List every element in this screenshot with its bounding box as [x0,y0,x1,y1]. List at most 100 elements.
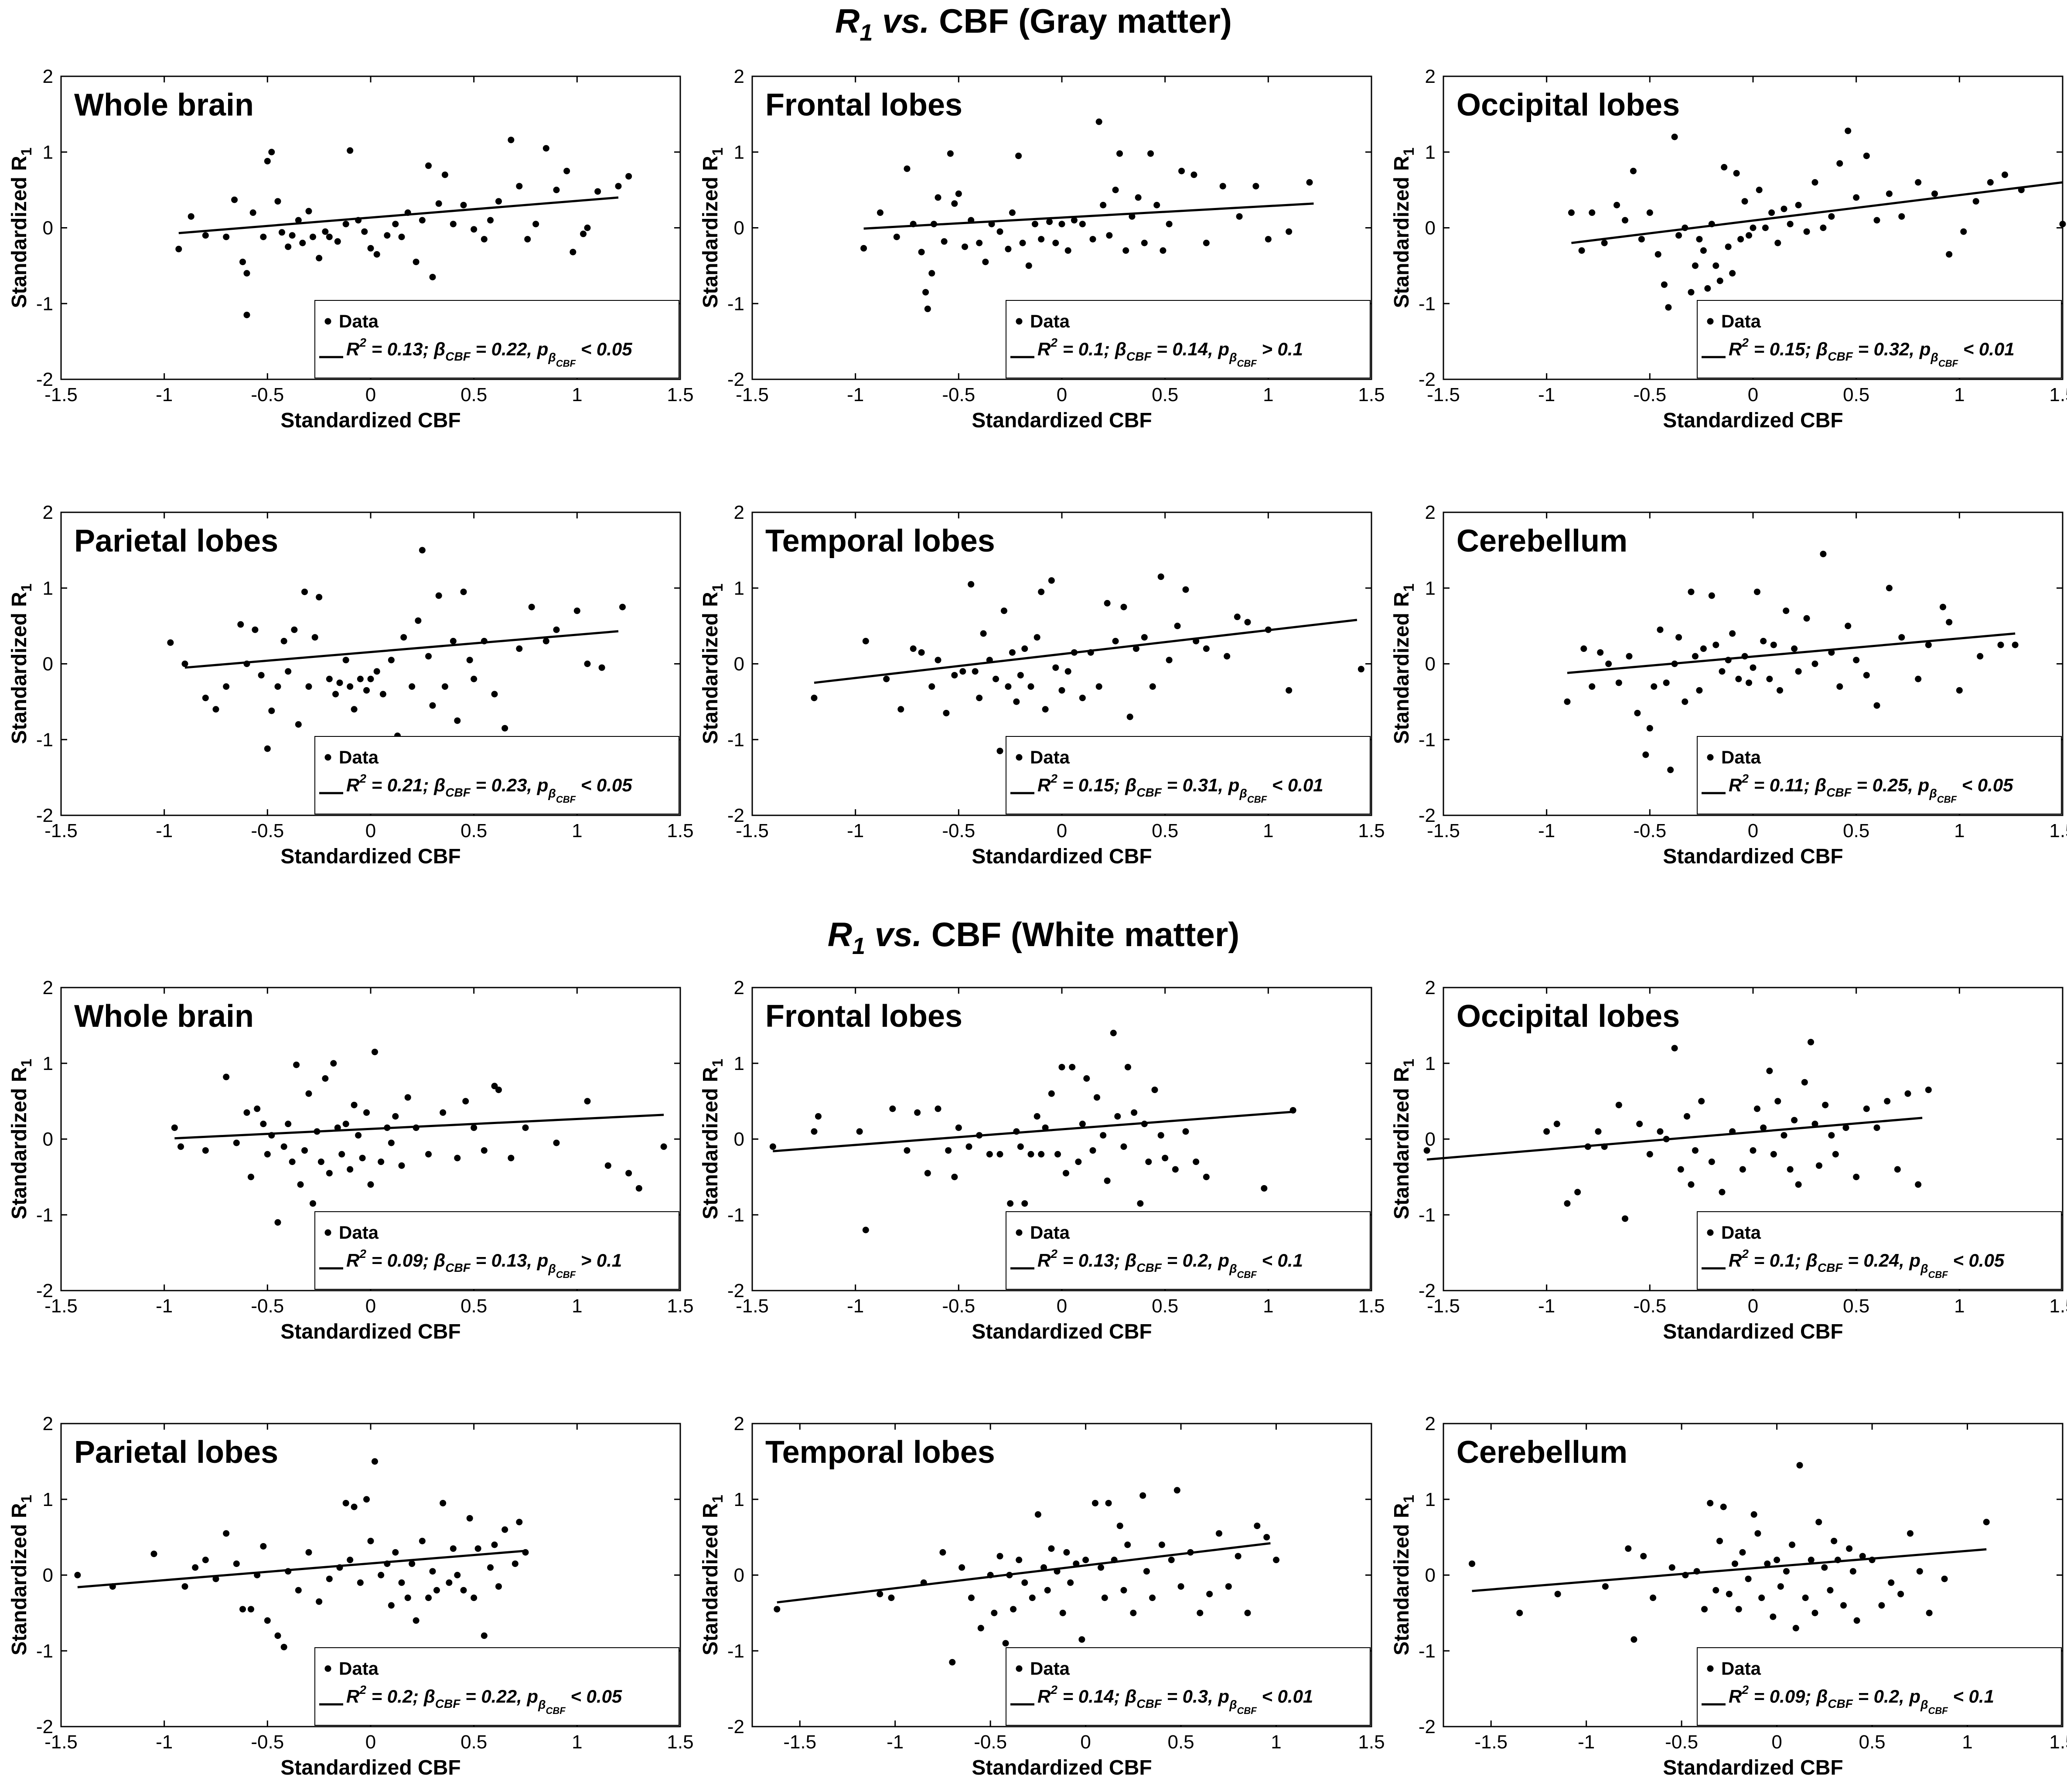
data-point [1083,1075,1090,1082]
x-tick-label: 1 [572,384,582,405]
x-tick-label: -1.5 [736,1295,769,1317]
data-point [1615,679,1622,686]
data-point [1726,1591,1733,1598]
data-point [351,706,358,713]
legend: Data R2 = 0.1; βCBF = 0.14, pβCBF > 0.1 [1006,300,1371,378]
data-point [326,675,333,682]
data-point [450,637,457,644]
regression-line [1567,632,2016,674]
data-point [1263,1534,1270,1541]
data-point [1058,687,1065,694]
data-point [1654,251,1661,258]
data-point [1640,1553,1647,1560]
panel-title: Occipital lobes [1456,999,1680,1034]
data-point [877,209,883,216]
data-point [1729,630,1736,637]
data-point [316,1598,323,1605]
data-point [914,1109,921,1116]
data-point [1753,1105,1760,1112]
data-point [1091,1499,1098,1506]
data-point [301,588,308,595]
data-point [289,232,296,239]
data-point [2059,221,2066,228]
y-tick-label: 0 [734,1565,744,1586]
x-tick-label: 1 [572,1731,582,1753]
data-point [487,1564,494,1571]
y-tick-label: 0 [43,218,53,239]
data-point [342,1499,349,1506]
data-point [1682,698,1688,705]
legend-label-fit: R2 = 0.13; βCBF = 0.22, pβCBF < 0.05 [346,336,632,369]
data-point [1554,1591,1561,1598]
data-point [1048,1090,1055,1097]
legend-marker-data [324,1665,331,1672]
data-point [1589,209,1596,216]
data-point [570,249,576,256]
data-point [959,668,966,675]
legend-label-data: Data [1721,1222,1761,1243]
chart-panel: -1.5 -1 -0.5 0 0.5 1 1.5 -2 -1 0 1 2 Standardized CB… [699,1413,1385,1779]
legend-box [1697,1211,2062,1290]
x-tick-label: -0.5 [251,1731,284,1753]
data-point [1100,1132,1107,1139]
legend-label-data: Data [1721,747,1761,767]
panel-title: Parietal lobes [74,1435,278,1470]
data-point [1791,1117,1798,1124]
data-point [935,1105,941,1112]
data-point [1058,221,1065,228]
data-point [1987,179,1994,186]
legend: Data R2 = 0.11; βCBF = 0.25, pβCBF < 0.05 [1697,736,2062,814]
data-point [935,194,941,201]
data-point [1193,1158,1200,1165]
data-point [202,1557,209,1564]
y-tick-label: 0 [43,654,53,675]
data-point [1019,239,1026,246]
data-point [1265,236,1272,243]
data-point [268,149,275,156]
data-point [1675,232,1682,239]
data-point [471,1124,478,1131]
panel-title: Temporal lobes [765,524,995,559]
data-point [1095,118,1102,125]
legend-label-fit: R2 = 0.09; βCBF = 0.13, pβCBF > 0.1 [346,1247,622,1280]
data-point [404,1594,411,1601]
data-point [811,695,818,702]
data-point [1977,653,1984,660]
data-point [1777,1583,1784,1590]
data-point [371,1049,378,1056]
data-point [883,675,890,682]
data-point [1160,247,1167,254]
data-point [243,311,250,318]
data-point [293,1061,300,1068]
data-point [986,1151,993,1158]
data-point [1831,1537,1838,1544]
panel-title: Frontal lobes [765,999,962,1034]
data-point [1613,201,1620,208]
y-tick-label: -1 [1419,729,1436,750]
data-point [1158,1541,1165,1548]
data-point [1002,1640,1009,1647]
data-point [392,221,399,228]
legend-label-data: Data [1030,1658,1070,1679]
data-point [1172,1166,1179,1173]
data-point [955,190,962,197]
x-tick-label: 0.5 [1152,1295,1178,1317]
data-point [935,657,941,664]
legend: Data R2 = 0.14; βCBF = 0.3, pβCBF < 0.01 [1006,1647,1371,1726]
data-point [573,607,580,614]
data-point [429,702,436,709]
data-point [1052,239,1059,246]
data-point [1716,1537,1723,1544]
data-point [1622,217,1629,224]
data-point [363,687,370,694]
data-point [400,634,407,641]
data-point [415,617,422,624]
data-point [1064,668,1071,675]
data-point [594,188,601,195]
data-point [1017,1143,1024,1150]
data-point [338,1151,345,1158]
y-tick-label: 1 [43,1489,53,1510]
data-point [1225,1583,1232,1590]
data-point [1665,304,1672,311]
data-point [542,145,549,152]
